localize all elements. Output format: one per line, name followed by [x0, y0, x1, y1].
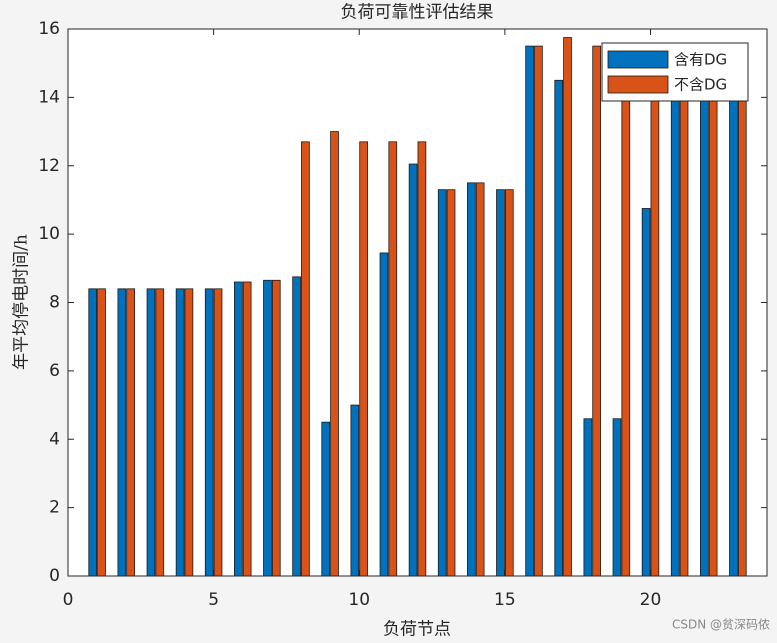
bar — [563, 37, 572, 577]
bar — [388, 141, 398, 577]
x-tick-label: 5 — [208, 590, 219, 610]
bar — [146, 288, 156, 577]
bar — [534, 45, 543, 577]
bar — [708, 45, 718, 577]
bar — [350, 404, 360, 577]
y-tick-label: 8 — [49, 293, 60, 313]
bar — [321, 421, 331, 577]
bar — [88, 288, 98, 577]
bar — [475, 182, 485, 577]
bar — [204, 288, 214, 577]
watermark: CSDN @贫深码侬 — [672, 617, 770, 632]
bar — [641, 208, 651, 577]
bar — [417, 141, 427, 577]
y-tick-label: 4 — [49, 429, 60, 449]
bar — [525, 45, 534, 577]
legend-swatch — [607, 75, 669, 94]
bar — [650, 45, 660, 577]
y-axis-label: 年平均停电时间/h — [12, 234, 32, 370]
x-axis-label: 负荷节点 — [383, 620, 451, 640]
bar — [184, 288, 194, 577]
bar — [126, 288, 135, 577]
bar — [117, 288, 127, 577]
x-tick-label: 0 — [63, 590, 74, 610]
bar — [467, 182, 476, 577]
bar — [670, 45, 680, 577]
bar — [700, 45, 709, 577]
bar — [242, 281, 252, 577]
legend-label: 含有DG — [674, 51, 727, 69]
bar — [263, 279, 272, 577]
bar — [301, 141, 310, 577]
legend-label: 不含DG — [674, 76, 727, 94]
y-tick-label: 14 — [38, 87, 60, 107]
bar — [437, 189, 447, 577]
bar — [175, 288, 185, 577]
chart-title: 负荷可靠性评估结果 — [341, 3, 494, 23]
bar — [271, 279, 281, 577]
bar — [554, 79, 564, 577]
bar — [504, 189, 514, 577]
bar — [359, 141, 368, 577]
y-tick-label: 12 — [38, 156, 60, 176]
bar — [155, 288, 165, 577]
bar — [213, 288, 223, 577]
bar — [292, 276, 301, 577]
bar — [737, 45, 747, 577]
y-tick-label: 0 — [49, 566, 60, 586]
bar — [379, 252, 389, 577]
bar — [679, 45, 689, 577]
y-tick-label: 16 — [38, 19, 60, 39]
bar — [234, 281, 243, 577]
bar — [496, 189, 505, 577]
plot-area — [68, 29, 767, 576]
legend: 含有DG 不含DG — [601, 42, 749, 102]
y-tick-label: 6 — [49, 361, 60, 381]
bar — [729, 45, 738, 577]
legend-swatch — [607, 50, 669, 69]
x-tick-label: 10 — [348, 590, 370, 610]
bar — [97, 288, 106, 577]
bar — [330, 131, 339, 577]
y-tick-label: 10 — [38, 224, 60, 244]
y-tick-label: 2 — [49, 498, 60, 518]
x-tick-label: 15 — [494, 590, 516, 610]
bar — [621, 45, 631, 577]
bar — [583, 418, 593, 577]
x-tick-label: 20 — [640, 590, 662, 610]
bar — [408, 163, 418, 577]
bar — [612, 418, 622, 577]
bar — [592, 45, 601, 577]
bar — [446, 189, 456, 577]
